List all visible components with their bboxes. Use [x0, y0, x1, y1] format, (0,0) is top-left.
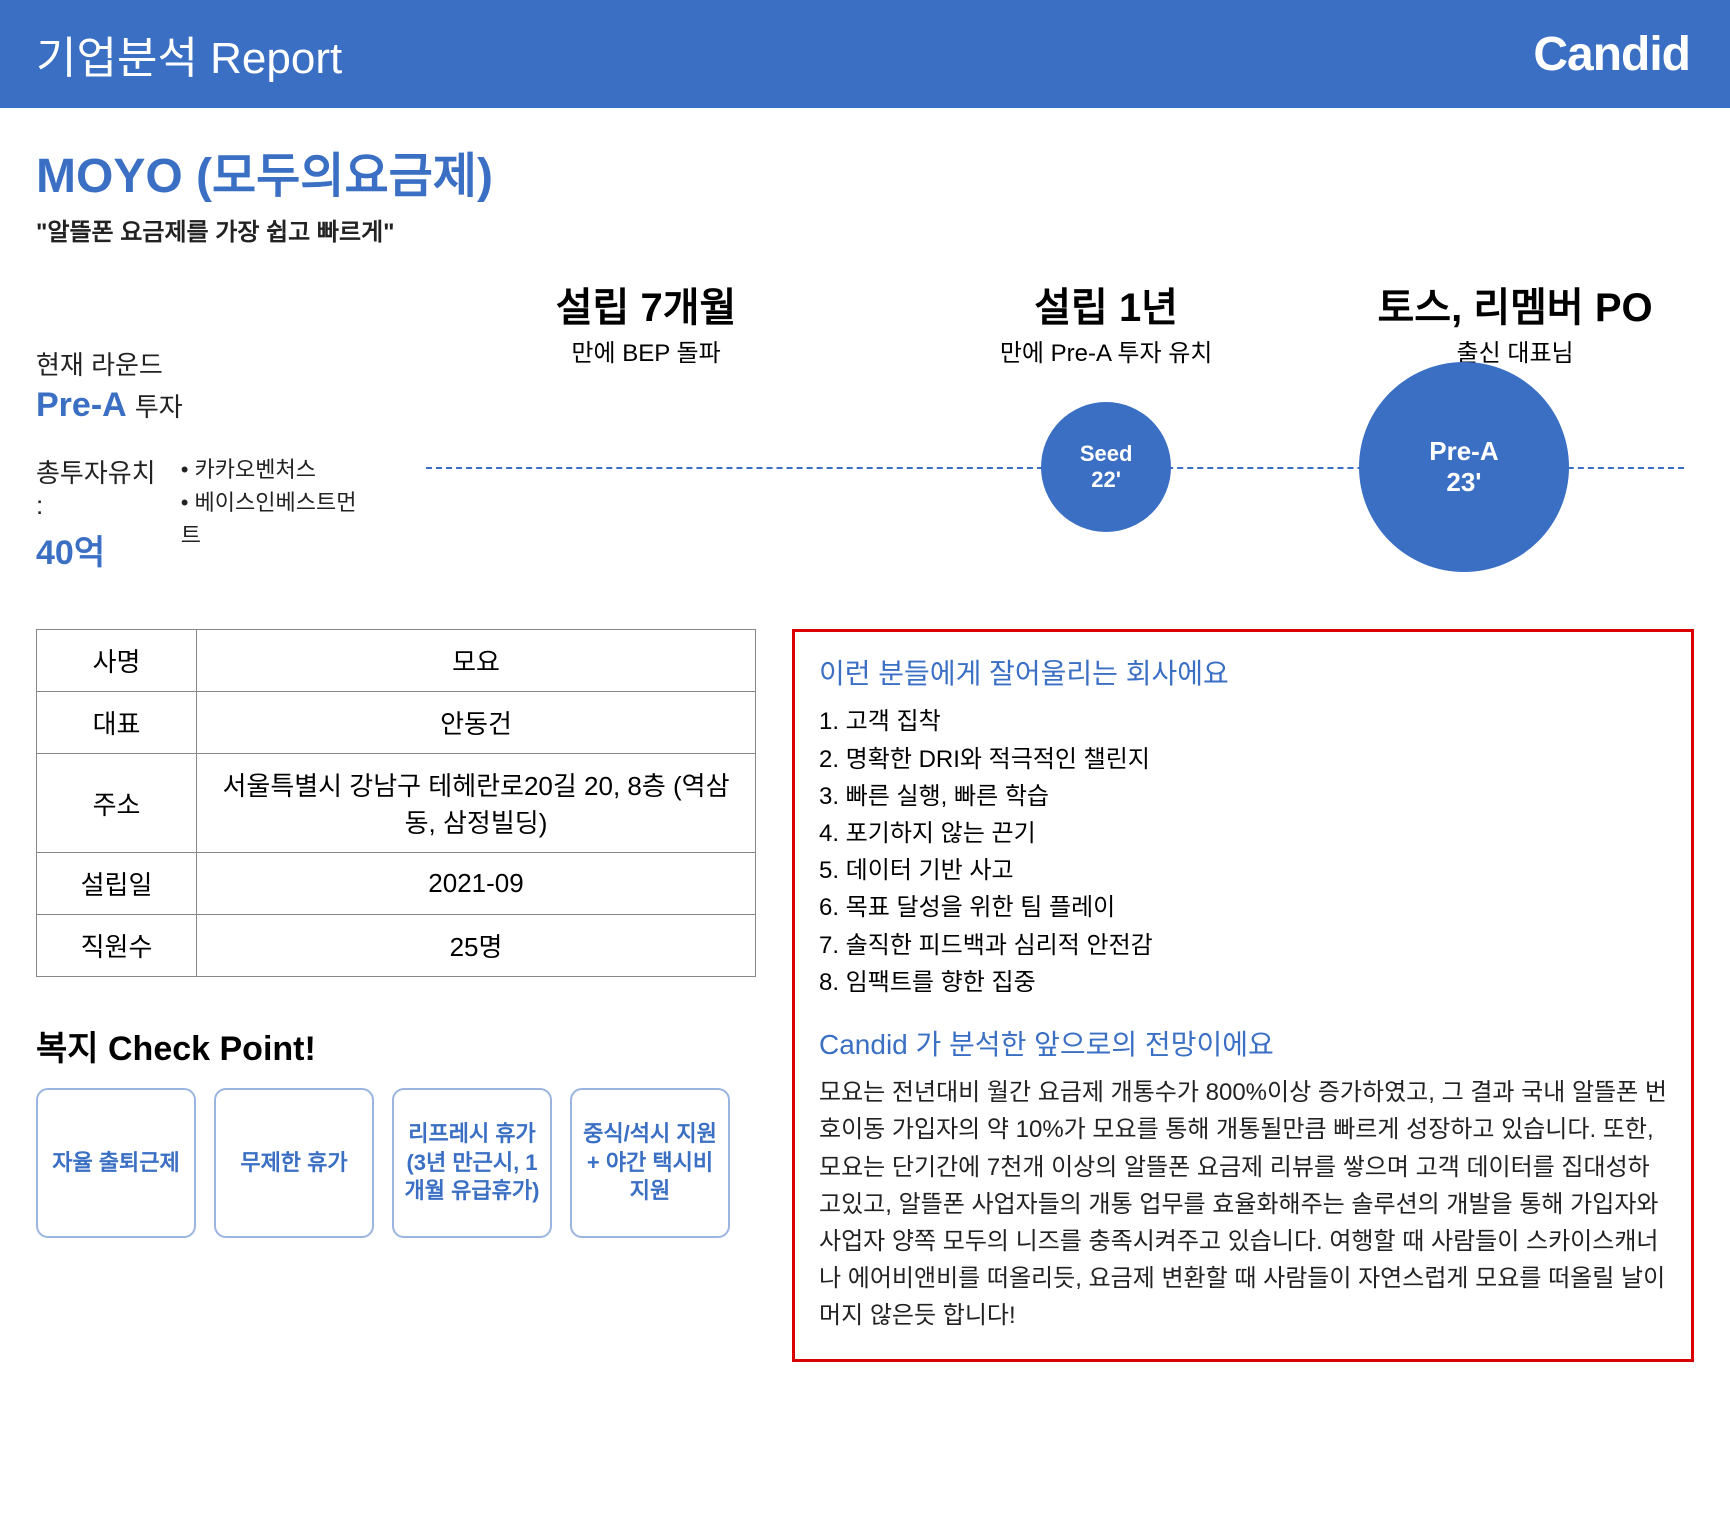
milestone-sub: 출신 대표님 [1378, 333, 1653, 368]
milestone-title: 설립 7개월 [556, 275, 737, 333]
fit-item: 8. 임팩트를 향한 집중 [819, 964, 1667, 1001]
benefit-card: 중식/석시 지원 + 야간 택시비 지원 [570, 1088, 730, 1238]
benefits-row: 자율 출퇴근제무제한 휴가리프레시 휴가 (3년 만근시, 1개월 유급휴가)중… [36, 1088, 756, 1238]
round-value-suffix: 투자 [135, 392, 183, 422]
milestone-item: 설립 1년만에 Pre-A 투자 유치 [1000, 275, 1213, 368]
fit-list: 1. 고객 집착2. 명확한 DRI와 적극적인 챌린지3. 빠른 실행, 빠른… [819, 703, 1667, 1001]
benefit-card: 무제한 휴가 [214, 1088, 374, 1238]
table-value: 모요 [197, 630, 756, 692]
fit-item: 3. 빠른 실행, 빠른 학습 [819, 778, 1667, 815]
company-name: MOYO (모두의요금제) [36, 136, 1694, 206]
analysis-box: 이런 분들에게 잘어울리는 회사에요 1. 고객 집착2. 명확한 DRI와 적… [792, 629, 1694, 1362]
milestone-sub: 만에 Pre-A 투자 유치 [1000, 333, 1213, 368]
milestone-timeline: 설립 7개월만에 BEP 돌파 설립 1년만에 Pre-A 투자 유치 토스, 리멤… [416, 275, 1694, 605]
round-summary: 현재 라운드 Pre-A 투자 총투자유치 : 40억 카카오벤처스베이스인베스… [36, 275, 366, 605]
company-info-table: 사명모요대표안동건주소서울특별시 강남구 테헤란로20길 20, 8층 (역삼동… [36, 629, 756, 977]
table-key: 대표 [37, 692, 197, 754]
circle-label-2: 23' [1446, 467, 1481, 498]
outlook-body: 모요는 전년대비 월간 요금제 개통수가 800%이상 증가하였고, 그 결과 … [819, 1074, 1667, 1334]
investor-list: 카카오벤처스베이스인베스트먼트 [181, 453, 366, 552]
outlook-heading: Candid 가 분석한 앞으로의 전망이에요 [819, 1023, 1667, 1066]
table-value: 안동건 [197, 692, 756, 754]
investor-item: 베이스인베스트먼트 [181, 486, 366, 552]
header-title: 기업분석 Report [36, 22, 342, 86]
table-row: 대표안동건 [37, 692, 756, 754]
milestone-title: 설립 1년 [1000, 275, 1213, 333]
benefits-title: 복지 Check Point! [36, 1021, 756, 1070]
circle-label-2: 22' [1091, 467, 1121, 493]
fit-heading: 이런 분들에게 잘어울리는 회사에요 [819, 652, 1667, 695]
investment-amount: 40억 [36, 525, 163, 574]
table-row: 주소서울특별시 강남구 테헤란로20길 20, 8층 (역삼동, 삼정빌딩) [37, 754, 756, 853]
brand-logo: Candid [1533, 27, 1690, 82]
benefit-card: 리프레시 휴가 (3년 만근시, 1개월 유급휴가) [392, 1088, 552, 1238]
timeline-circle: Pre-A23' [1359, 362, 1569, 572]
timeline-circle: Seed22' [1041, 402, 1171, 532]
table-key: 설립일 [37, 853, 197, 915]
top-area: 현재 라운드 Pre-A 투자 총투자유치 : 40억 카카오벤처스베이스인베스… [36, 275, 1694, 605]
milestone-sub: 만에 BEP 돌파 [556, 333, 737, 368]
table-key: 주소 [37, 754, 197, 853]
lower-right: 이런 분들에게 잘어울리는 회사에요 1. 고객 집착2. 명확한 DRI와 적… [792, 629, 1694, 1362]
milestone-item: 토스, 리멤버 PO출신 대표님 [1378, 275, 1653, 368]
company-tagline: "알뜰폰 요금제를 가장 쉽고 빠르게" [36, 212, 1694, 247]
report-body: MOYO (모두의요금제) "알뜰폰 요금제를 가장 쉽고 빠르게" 현재 라운… [0, 108, 1730, 1398]
round-label: 현재 라운드 [36, 345, 366, 382]
table-row: 설립일2021-09 [37, 853, 756, 915]
table-key: 사명 [37, 630, 197, 692]
fit-item: 2. 명확한 DRI와 적극적인 챌린지 [819, 741, 1667, 778]
round-value: Pre-A 투자 [36, 386, 366, 425]
table-key: 직원수 [37, 915, 197, 977]
fit-item: 4. 포기하지 않는 끈기 [819, 815, 1667, 852]
table-value: 서울특별시 강남구 테헤란로20길 20, 8층 (역삼동, 삼정빌딩) [197, 754, 756, 853]
circle-label-1: Seed [1080, 441, 1133, 467]
milestone-title: 토스, 리멤버 PO [1378, 275, 1653, 333]
fit-item: 5. 데이터 기반 사고 [819, 852, 1667, 889]
table-row: 사명모요 [37, 630, 756, 692]
investor-item: 카카오벤처스 [181, 453, 366, 486]
milestone-item: 설립 7개월만에 BEP 돌파 [556, 275, 737, 368]
investment-label: 총투자유치 : [36, 453, 163, 521]
benefit-card: 자율 출퇴근제 [36, 1088, 196, 1238]
table-row: 직원수25명 [37, 915, 756, 977]
investment-summary: 총투자유치 : 40억 카카오벤처스베이스인베스트먼트 [36, 453, 366, 574]
fit-item: 6. 목표 달성을 위한 팀 플레이 [819, 889, 1667, 926]
report-header: 기업분석 Report Candid [0, 0, 1730, 108]
table-value: 25명 [197, 915, 756, 977]
round-value-main: Pre-A [36, 386, 125, 424]
table-value: 2021-09 [197, 853, 756, 915]
lower-area: 사명모요대표안동건주소서울특별시 강남구 테헤란로20길 20, 8층 (역삼동… [36, 629, 1694, 1362]
fit-item: 1. 고객 집착 [819, 703, 1667, 740]
lower-left: 사명모요대표안동건주소서울특별시 강남구 테헤란로20길 20, 8층 (역삼동… [36, 629, 756, 1362]
circle-label-1: Pre-A [1429, 436, 1498, 467]
fit-item: 7. 솔직한 피드백과 심리적 안전감 [819, 927, 1667, 964]
